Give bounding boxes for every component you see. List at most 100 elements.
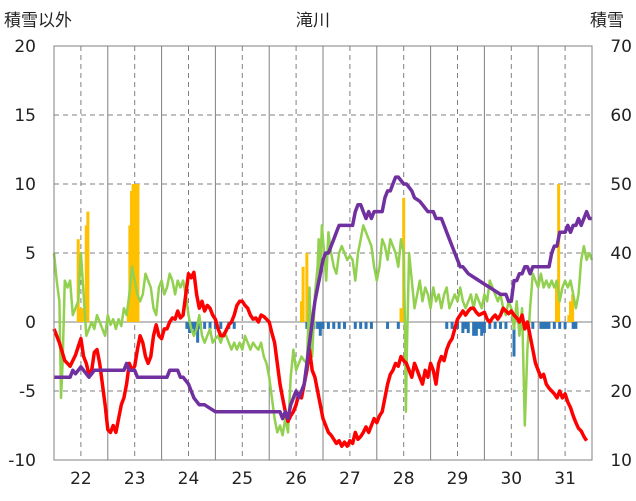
blue-bar <box>558 322 562 329</box>
blue-bar <box>482 322 486 334</box>
right-tick-label: 60 <box>610 106 632 126</box>
x-tick-label: 22 <box>70 469 92 489</box>
blue-bar <box>512 322 516 357</box>
x-tick-label: 24 <box>178 469 200 489</box>
blue-bar <box>369 322 373 329</box>
orange-bar <box>557 184 561 322</box>
blue-bar <box>571 322 575 329</box>
blue-bar <box>343 322 347 329</box>
axis-frame <box>53 45 593 461</box>
x-tick-label: 28 <box>393 469 415 489</box>
orange-bar <box>571 294 575 322</box>
x-tick-label: 26 <box>285 469 307 489</box>
blue-bar <box>504 322 508 329</box>
blue-bar <box>208 322 212 329</box>
blue-bar <box>196 322 200 343</box>
orange-bar <box>129 190 133 322</box>
x-tick-label: 23 <box>124 469 146 489</box>
blue-bar <box>574 322 578 329</box>
orange-bar <box>131 184 135 322</box>
left-tick-label: 10 <box>14 175 36 195</box>
left-tick-label: 15 <box>14 106 36 126</box>
orange-bar <box>78 308 82 322</box>
green-line <box>52 224 594 437</box>
blue-bar <box>542 322 546 329</box>
blue-bar <box>531 322 535 329</box>
blue-bar <box>305 322 309 329</box>
orange-bar <box>305 253 309 322</box>
left-tick-label: 0 <box>25 313 36 333</box>
x-tick-label: 31 <box>554 469 576 489</box>
blue-bar <box>190 322 194 329</box>
right-axis-label: 積雪 <box>590 11 624 31</box>
line-series <box>52 175 594 448</box>
blue-bar <box>332 322 336 329</box>
x-tick-label: 29 <box>447 469 469 489</box>
orange-bar <box>84 225 88 322</box>
orange-bar <box>128 225 132 322</box>
x-tick-label: 27 <box>339 469 361 489</box>
blue-bar <box>326 322 330 329</box>
left-tick-label: -10 <box>8 451 36 471</box>
blue-bar <box>386 322 390 329</box>
x-tick-labels: 22 23 24 25 26 27 28 29 30 31 <box>70 469 576 489</box>
blue-bar <box>547 322 551 329</box>
blue-bar <box>219 322 223 329</box>
red-line <box>52 270 589 448</box>
blue-bar <box>552 322 556 329</box>
orange-bar <box>80 308 84 322</box>
blue-bar <box>493 322 497 329</box>
right-tick-label: 30 <box>610 313 632 333</box>
orange-bar <box>568 301 572 322</box>
right-tick-label: 20 <box>610 382 632 402</box>
blue-bar <box>480 322 484 336</box>
x-tick-label: 25 <box>231 469 253 489</box>
chart-title: 滝川 <box>296 11 330 31</box>
plot-frame <box>53 45 593 461</box>
blue-bar <box>232 322 236 329</box>
blue-bar <box>364 322 368 329</box>
blue-bar <box>203 322 207 329</box>
purple-line <box>54 175 592 421</box>
orange-bar <box>134 184 138 322</box>
blue-bar <box>464 322 468 329</box>
blue-bar <box>472 322 476 336</box>
orange-bar <box>126 308 130 322</box>
blue-bar <box>466 322 470 334</box>
blue-bar <box>188 322 192 334</box>
left-tick-labels: -10 -5 0 5 10 15 20 <box>8 37 36 471</box>
orange-bar <box>299 301 303 322</box>
right-tick-label: 50 <box>610 175 632 195</box>
blue-bar <box>193 322 197 334</box>
blue-bar <box>321 322 325 329</box>
blue-bar <box>488 322 492 329</box>
blue-bar <box>539 322 543 329</box>
orange-bar <box>133 184 137 322</box>
blue-bar <box>185 322 189 329</box>
blue-bar <box>477 322 481 329</box>
right-tick-label: 70 <box>610 37 632 57</box>
orange-bar <box>86 211 90 322</box>
orange-bar <box>136 184 140 322</box>
right-tick-labels: 10 20 30 40 50 60 70 <box>610 37 632 471</box>
orange-bar <box>554 280 558 322</box>
blue-bar <box>544 322 548 329</box>
blue-bar <box>450 322 454 329</box>
blue-bar <box>337 322 341 329</box>
x-tick-label: 30 <box>500 469 522 489</box>
blue-bar <box>353 322 357 329</box>
blue-bar <box>461 322 465 334</box>
right-tick-label: 10 <box>610 451 632 471</box>
left-tick-label: -5 <box>19 382 36 402</box>
left-tick-label: 20 <box>14 37 36 57</box>
orange-bar <box>399 308 403 322</box>
blue-bar <box>318 322 322 336</box>
right-tick-label: 40 <box>610 244 632 264</box>
orange-bar <box>301 266 305 322</box>
blue-bar <box>445 322 449 329</box>
blue-bar <box>499 322 503 329</box>
left-tick-label: 5 <box>25 244 36 264</box>
left-axis-label: 積雪以外 <box>4 11 72 31</box>
orange-bar <box>567 315 571 322</box>
